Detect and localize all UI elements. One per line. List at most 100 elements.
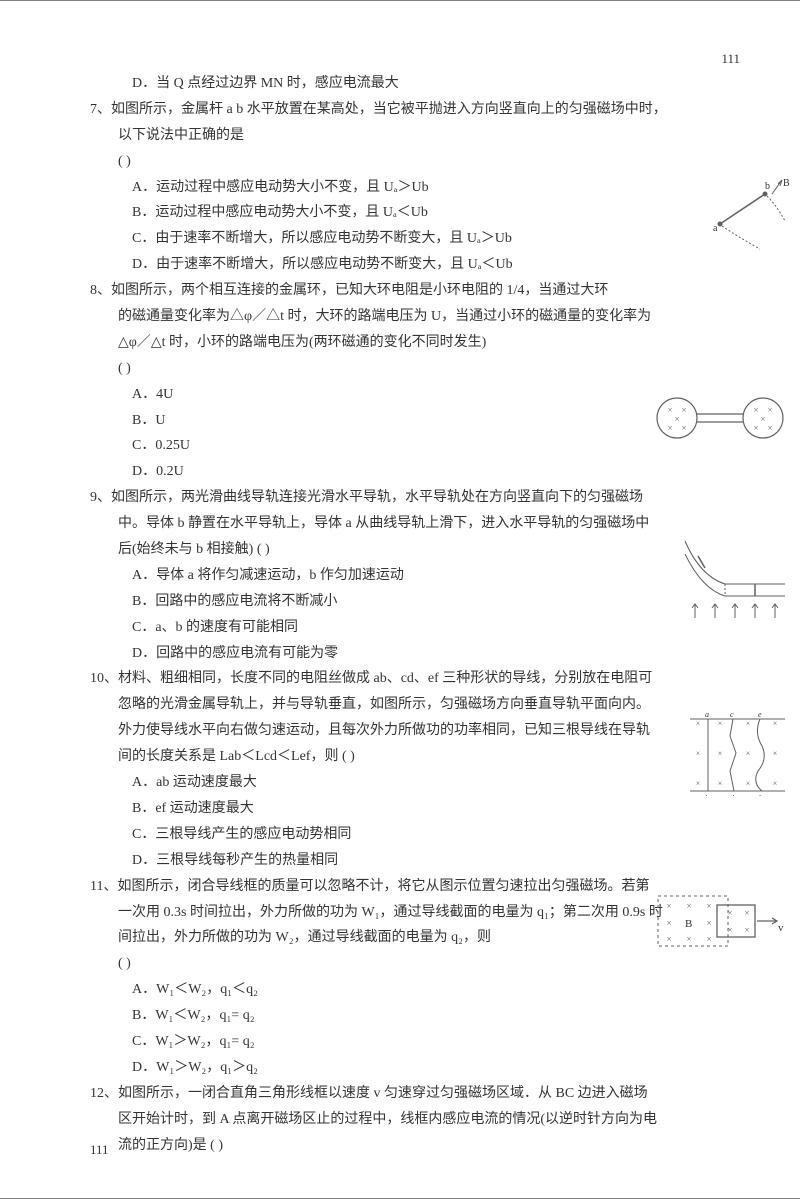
svg-text:×: × [674, 414, 679, 424]
q8-paren: ( ) [90, 356, 740, 382]
svg-text:×: × [773, 719, 778, 728]
svg-text:×: × [773, 779, 778, 788]
q9-optB: B．回路中的感应电流将不断减小 [90, 589, 740, 615]
q11-optC: C．W₁＞W₂，q₁= q₂ [90, 1029, 740, 1055]
figure-q7: a b B [710, 176, 790, 251]
svg-text:×: × [706, 901, 711, 911]
q11-num: 11、 [90, 879, 117, 894]
q10-stem3: 外力使导线水平向右做匀速运动，且每次外力所做功的功率相同，已知三根导线在导轨 [90, 718, 678, 744]
svg-text:×: × [686, 934, 691, 944]
q6-optD: D．当 Q 点经过边界 MN 时，感应电流最大 [90, 71, 740, 97]
svg-text:B: B [685, 918, 692, 930]
page-number-top: 111 [721, 51, 740, 67]
q10-num: 10、 [90, 671, 118, 686]
svg-text:×: × [767, 423, 772, 433]
svg-text:b: b [765, 181, 770, 192]
svg-text:×: × [746, 779, 751, 788]
q8-stem2: 的磁通量变化率为△φ／△t 时，大环的路端电压为 U，当通过小环的磁通量的变化率… [90, 304, 740, 330]
q9-stem3: 后(始终未与 b 相接触) ( ) [90, 537, 678, 563]
q12-stem3: 流的正方向)是 ( ) [90, 1133, 740, 1159]
q10-stem1: 材料、粗细相同，长度不同的电阻丝做成 ab、cd、ef 三种形状的导线，分别放在… [118, 671, 652, 686]
q10-optD: D．三根导线每秒产生的热量相同 [90, 848, 740, 874]
q7-optB: B．运动过程中感应电动势大小不变，且 Uₐ＜Ub [90, 200, 740, 226]
q8-stem3: △φ／△t 时，小环的路端电压为(两环磁通的变化不同时发生) [90, 330, 740, 356]
q9-stem1: 如图所示，两光滑曲线导轨连接光滑水平导轨，水平导轨处在方向竖直向下的匀强磁场 [111, 490, 643, 505]
svg-text:×: × [727, 908, 732, 918]
svg-text:c: c [730, 711, 734, 719]
svg-text:×: × [746, 749, 751, 758]
figure-q9 [680, 536, 785, 618]
svg-text:a: a [713, 223, 718, 234]
q11-optB: B．W₁＜W₂，q₁= q₂ [90, 1003, 740, 1029]
svg-text:×: × [666, 918, 671, 928]
q7-paren: ( ) [90, 149, 740, 175]
q10-optC: C．三根导线产生的感应电动势相同 [90, 822, 740, 848]
svg-text:e: e [758, 711, 762, 719]
q12-stem2: 区开始计时，到 A 点离开磁场区止的过程中，线框内感应电流的情况(以逆时针方向为… [90, 1107, 740, 1133]
svg-text:×: × [681, 405, 686, 415]
q9: 9、如图所示，两光滑曲线导轨连接光滑水平导轨，水平导轨处在方向竖直向下的匀强磁场 [90, 485, 740, 511]
figure-q8: ×× × ×× ×× × ×× [655, 391, 785, 446]
svg-text:×: × [706, 918, 711, 928]
q11-stem2: 一次用 0.3s 时间拉出，外力所做的功为 W₁，通过导线截面的电量为 q₁；第… [90, 900, 740, 926]
q10-stem2: 忽略的光滑金属导轨上，并与导轨垂直，如图所示，匀强磁场方向垂直导轨平面向内。 [90, 692, 678, 718]
q8-num: 8、 [90, 283, 111, 298]
svg-text:×: × [744, 908, 749, 918]
svg-text:f: f [758, 794, 762, 796]
q9-num: 9、 [90, 490, 111, 505]
svg-text:×: × [727, 925, 732, 935]
svg-text:×: × [696, 719, 701, 728]
q11-optD: D．W₁＞W₂，q₁＞q₂ [90, 1055, 740, 1081]
svg-text:×: × [696, 779, 701, 788]
q8-optB: B．U [90, 408, 740, 434]
svg-text:×: × [666, 934, 671, 944]
svg-text:×: × [696, 749, 701, 758]
svg-text:B: B [783, 178, 790, 189]
q10-stem4: 间的长度关系是 Lab＜Lcd＜Lef，则 ( ) [90, 744, 678, 770]
q12-stem1: 如图所示，一闭合直角三角形线框以速度 v 匀速穿过匀强磁场区域．从 BC 边进入… [118, 1086, 648, 1101]
figure-q11: ××× ×× ××× ×× ×× B v [655, 891, 785, 953]
q9-optC: C．a、b 的速度有可能相同 [90, 615, 740, 641]
svg-text:×: × [773, 749, 778, 758]
svg-text:×: × [753, 405, 758, 415]
q11-stem1: 如图所示，闭合导线框的质量可以忽略不计，将它从图示位置匀速拉出匀强磁场。若第 [117, 879, 649, 894]
svg-text:d: d [730, 794, 735, 796]
svg-text:b: b [705, 794, 709, 796]
q7: 7、如图所示，金属杆 a b 水平放置在某高处，当它被平抛进入方向竖直向上的匀强… [90, 97, 740, 123]
q8-optD: D．0.2U [90, 459, 740, 485]
svg-text:v: v [778, 922, 784, 934]
svg-text:×: × [681, 423, 686, 433]
svg-text:×: × [718, 779, 723, 788]
svg-text:×: × [667, 423, 672, 433]
q7-optC: C．由于速率不断增大，所以感应电动势不断变大，且 Uₐ＞Ub [90, 226, 740, 252]
q12-num: 12、 [90, 1086, 118, 1101]
q10-optB: B．ef 运动速度最大 [90, 796, 740, 822]
svg-text:×: × [746, 719, 751, 728]
q7-optA: A．运动过程中感应电动势大小不变，且 Uₐ＞Ub [90, 175, 740, 201]
q8-optC: C．0.25U [90, 433, 740, 459]
q7-optD: D．由于速率不断增大，所以感应电动势不断变大，且 Uₐ＜Ub [90, 252, 740, 278]
svg-text:×: × [767, 405, 772, 415]
svg-text:×: × [760, 414, 765, 424]
page-number-bottom: 111 [90, 1142, 109, 1158]
q9-optD: D．回路中的感应电流有可能为零 [90, 641, 740, 667]
q9-optA: A．导体 a 将作匀减速运动，b 作匀加速运动 [90, 563, 740, 589]
q11-optA: A．W₁＜W₂，q₁＜q₂ [90, 977, 740, 1003]
svg-text:a: a [705, 711, 709, 719]
q9-stem2: 中。导体 b 静置在水平导轨上，导体 a 从曲线导轨上滑下，进入水平导轨的匀强磁… [90, 511, 678, 537]
svg-text:×: × [667, 405, 672, 415]
q11-stem3: 间拉出，外力所做的功为 W₂，通过导线截面的电量为 q₂，则 [90, 925, 740, 951]
svg-text:×: × [718, 719, 723, 728]
q11: 11、如图所示，闭合导线框的质量可以忽略不计，将它从图示位置匀速拉出匀强磁场。若… [90, 874, 740, 900]
figure-q10: ×××× ×××× ×××× ace bdf [690, 711, 785, 796]
svg-text:×: × [753, 423, 758, 433]
q12: 12、如图所示，一闭合直角三角形线框以速度 v 匀速穿过匀强磁场区域．从 BC … [90, 1081, 740, 1107]
q7-num: 7、 [90, 102, 111, 117]
svg-text:×: × [686, 901, 691, 911]
q8-optA: A．4U [90, 382, 740, 408]
q7-stem2: 以下说法中正确的是 [90, 123, 740, 149]
q10: 10、材料、粗细相同，长度不同的电阻丝做成 ab、cd、ef 三种形状的导线，分… [90, 666, 740, 692]
svg-text:×: × [744, 925, 749, 935]
svg-text:×: × [706, 934, 711, 944]
content: D．当 Q 点经过边界 MN 时，感应电流最大 7、如图所示，金属杆 a b 水… [90, 71, 740, 1158]
